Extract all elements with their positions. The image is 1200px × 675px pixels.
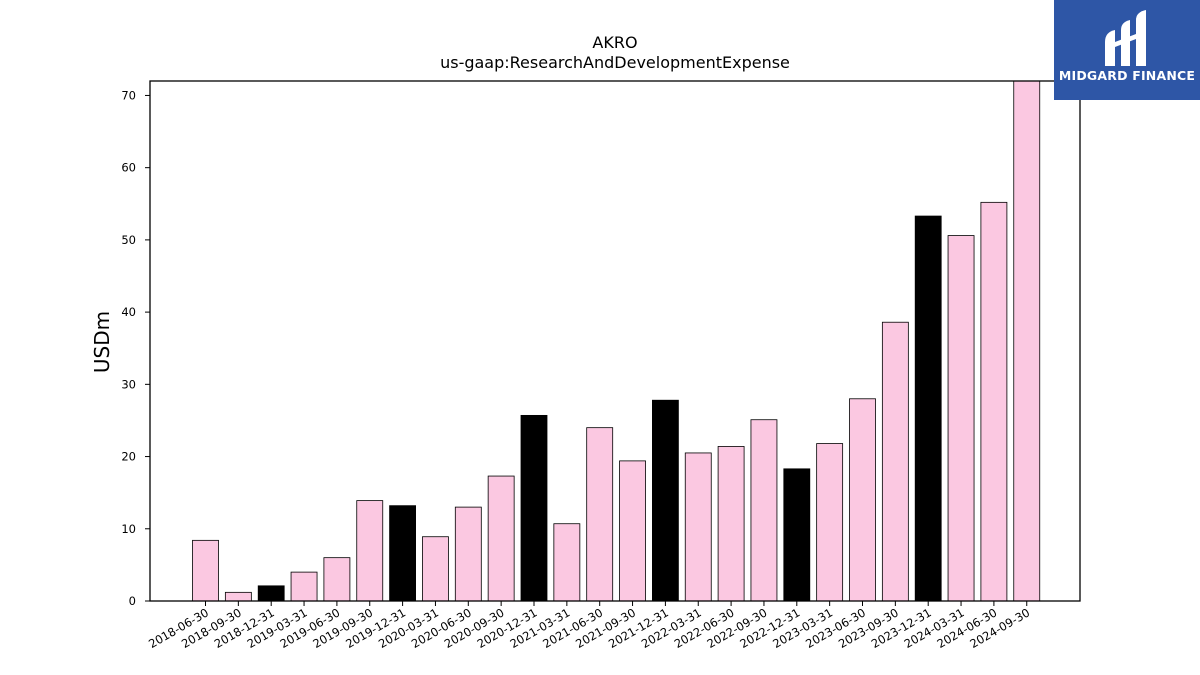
bar-2019-12-31 bbox=[389, 505, 417, 602]
bar-2020-12-31 bbox=[520, 414, 548, 602]
bar-2020-09-30 bbox=[487, 475, 515, 602]
bar-2019-09-30 bbox=[356, 500, 384, 602]
bar-2018-09-30 bbox=[224, 591, 252, 602]
bar-2022-12-31 bbox=[783, 468, 811, 602]
chart-title: AKRO bbox=[592, 33, 637, 52]
bar-2023-12-31 bbox=[914, 215, 942, 602]
bar-2022-03-31 bbox=[684, 452, 712, 602]
bar-2022-06-30 bbox=[717, 446, 745, 602]
bar-2021-09-30 bbox=[619, 460, 646, 602]
y-tick-label: 70 bbox=[121, 88, 136, 102]
bar-2020-06-30 bbox=[454, 506, 482, 602]
bar-2023-09-30 bbox=[881, 321, 909, 602]
brand-name: MIDGARD FINANCE bbox=[1058, 68, 1196, 83]
bar-2018-12-31 bbox=[257, 585, 285, 602]
y-axis-label: USDm bbox=[90, 311, 114, 373]
y-tick-label: 50 bbox=[121, 233, 136, 247]
x-ticks-group: 2018-06-302018-09-302018-12-312019-03-31… bbox=[146, 601, 1032, 651]
bar-2019-03-31 bbox=[290, 571, 318, 602]
y-tick-label: 40 bbox=[121, 305, 136, 319]
bar-2024-03-31 bbox=[947, 235, 975, 602]
brand-logo: MIDGARD FINANCE bbox=[1054, 0, 1200, 100]
midgard-logo-icon bbox=[1105, 10, 1146, 66]
bars-group bbox=[192, 80, 1041, 602]
y-ticks-group: 0 10 20 30 40 50 60 70 bbox=[121, 88, 150, 608]
bar-2024-09-30 bbox=[1013, 80, 1041, 602]
bar-2018-06-30 bbox=[192, 539, 219, 602]
bar-2024-06-30 bbox=[980, 201, 1008, 602]
plot-frame bbox=[149, 80, 1081, 602]
bar-2022-09-30 bbox=[750, 419, 778, 602]
bar-2019-06-30 bbox=[323, 557, 351, 602]
bar-2023-03-31 bbox=[816, 443, 844, 602]
bar-2021-03-31 bbox=[553, 523, 581, 602]
bar-2020-03-31 bbox=[422, 536, 449, 602]
y-tick-label: 10 bbox=[121, 522, 136, 536]
y-tick-label: 60 bbox=[121, 161, 136, 175]
chart-subtitle: us-gaap:ResearchAndDevelopmentExpense bbox=[440, 53, 790, 72]
y-tick-label: 30 bbox=[121, 377, 136, 391]
bar-2021-06-30 bbox=[586, 427, 614, 602]
y-tick-label: 0 bbox=[129, 594, 136, 608]
y-tick-label: 20 bbox=[121, 450, 136, 464]
bar-2021-12-31 bbox=[652, 399, 679, 602]
bar-2023-06-30 bbox=[849, 398, 876, 602]
